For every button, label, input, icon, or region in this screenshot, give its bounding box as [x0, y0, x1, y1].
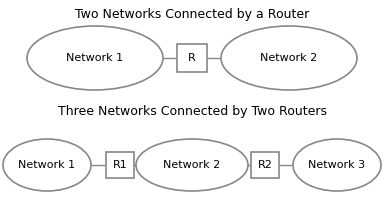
- Ellipse shape: [27, 26, 163, 90]
- Ellipse shape: [221, 26, 357, 90]
- Ellipse shape: [293, 139, 381, 191]
- Text: Three Networks Connected by Two Routers: Three Networks Connected by Two Routers: [58, 105, 326, 118]
- Ellipse shape: [3, 139, 91, 191]
- Bar: [106, 152, 134, 178]
- Bar: [251, 152, 279, 178]
- Text: Network 3: Network 3: [308, 160, 366, 170]
- Text: R1: R1: [113, 160, 127, 170]
- Bar: [177, 44, 207, 72]
- Text: Network 1: Network 1: [18, 160, 76, 170]
- Ellipse shape: [136, 139, 248, 191]
- Text: Network 2: Network 2: [260, 53, 318, 63]
- Text: Network 2: Network 2: [163, 160, 221, 170]
- Text: Two Networks Connected by a Router: Two Networks Connected by a Router: [75, 8, 309, 21]
- Text: R: R: [188, 53, 196, 63]
- Text: Network 1: Network 1: [66, 53, 124, 63]
- Text: R2: R2: [258, 160, 272, 170]
